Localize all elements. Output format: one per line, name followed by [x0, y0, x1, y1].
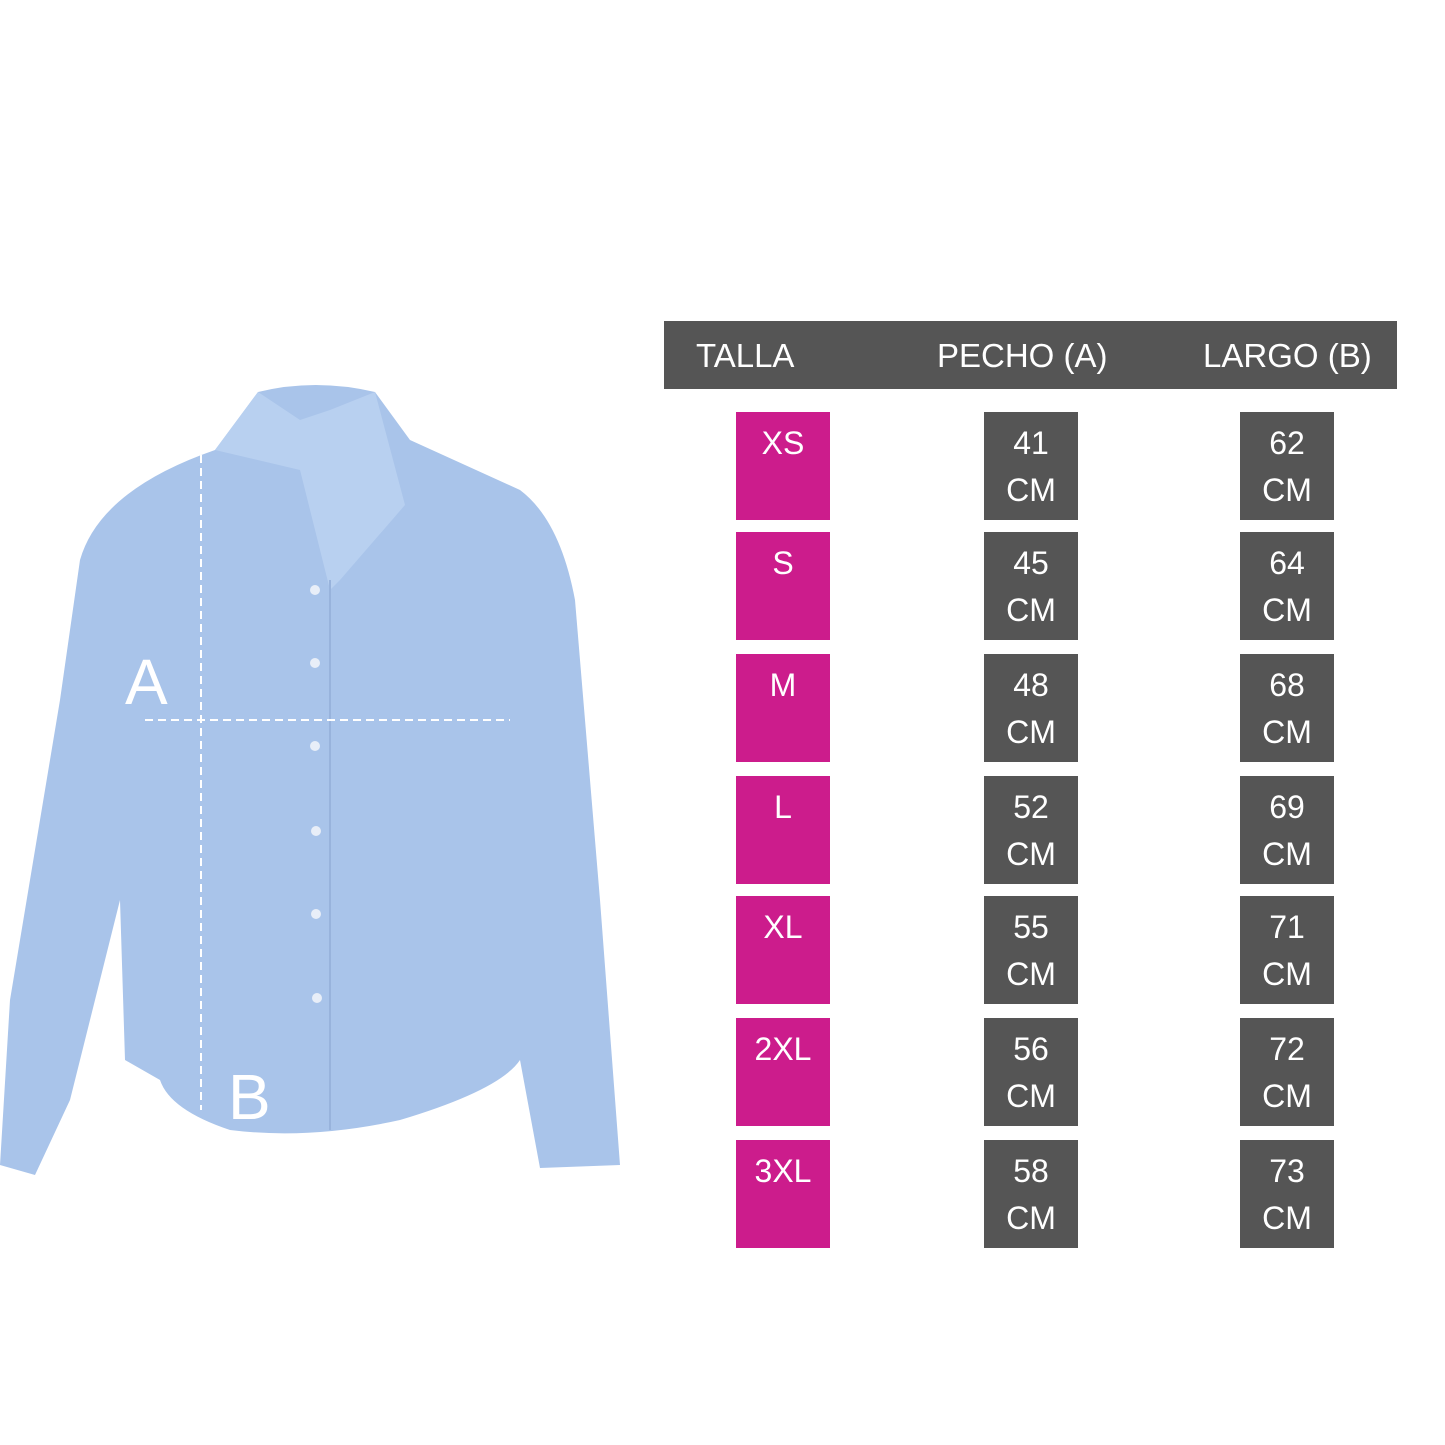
shirt-collar	[215, 392, 405, 590]
size-label: XL	[763, 909, 803, 945]
shirt-body	[0, 385, 620, 1175]
length-cell: 69 CM	[1240, 776, 1334, 884]
chest-cell: 48 CM	[984, 654, 1078, 762]
chest-unit: CM	[1006, 592, 1056, 628]
length-cell: 71 CM	[1240, 896, 1334, 1004]
chest-cell: 41 CM	[984, 412, 1078, 520]
header-pecho: PECHO (A)	[937, 337, 1108, 374]
table-header: TALLA PECHO (A) LARGO (B)	[664, 321, 1397, 389]
size-label: XS	[761, 425, 805, 461]
length-unit: CM	[1262, 592, 1312, 628]
chest-value: 45	[1013, 545, 1049, 581]
chest-value: 56	[1013, 1031, 1049, 1067]
chest-cell: 55 CM	[984, 896, 1078, 1004]
length-value: 73	[1269, 1153, 1305, 1189]
chest-value: 48	[1013, 667, 1049, 703]
length-unit: CM	[1262, 836, 1312, 872]
chest-unit: CM	[1006, 956, 1056, 992]
length-cell: 64 CM	[1240, 532, 1334, 640]
chest-cell: 58 CM	[984, 1140, 1078, 1248]
length-value: 64	[1269, 545, 1305, 581]
length-unit: CM	[1262, 956, 1312, 992]
size-cell: 2XL	[736, 1018, 830, 1126]
size-label: 2XL	[754, 1031, 812, 1067]
shirt-image	[0, 385, 620, 1175]
size-label: L	[774, 789, 792, 825]
header-talla: TALLA	[696, 337, 795, 374]
chest-unit: CM	[1006, 1078, 1056, 1114]
length-value: 71	[1269, 909, 1305, 945]
length-cell: 62 CM	[1240, 412, 1334, 520]
size-cell: L	[736, 776, 830, 884]
length-cell: 72 CM	[1240, 1018, 1334, 1126]
label-a: A	[125, 646, 168, 718]
length-cell: 68 CM	[1240, 654, 1334, 762]
chest-value: 41	[1013, 425, 1049, 461]
chest-value: 52	[1013, 789, 1049, 825]
chest-cell: 52 CM	[984, 776, 1078, 884]
size-cell: S	[736, 532, 830, 640]
chest-cell: 45 CM	[984, 532, 1078, 640]
chest-unit: CM	[1006, 836, 1056, 872]
size-label: S	[772, 545, 794, 581]
chest-cell: 56 CM	[984, 1018, 1078, 1126]
chest-unit: CM	[1006, 1200, 1056, 1236]
size-cell: XS	[736, 412, 830, 520]
size-label: M	[769, 667, 797, 703]
chest-value: 58	[1013, 1153, 1049, 1189]
length-unit: CM	[1262, 1200, 1312, 1236]
header-largo: LARGO (B)	[1203, 337, 1372, 374]
chest-value: 55	[1013, 909, 1049, 945]
length-unit: CM	[1262, 1078, 1312, 1114]
size-cell: M	[736, 654, 830, 762]
size-cell: 3XL	[736, 1140, 830, 1248]
label-b: B	[228, 1061, 271, 1133]
length-unit: CM	[1262, 714, 1312, 750]
length-value: 62	[1269, 425, 1305, 461]
length-value: 69	[1269, 789, 1305, 825]
length-value: 72	[1269, 1031, 1305, 1067]
length-value: 68	[1269, 667, 1305, 703]
size-cell: XL	[736, 896, 830, 1004]
size-label: 3XL	[754, 1153, 812, 1189]
chest-unit: CM	[1006, 472, 1056, 508]
length-unit: CM	[1262, 472, 1312, 508]
chest-unit: CM	[1006, 714, 1056, 750]
length-cell: 73 CM	[1240, 1140, 1334, 1248]
